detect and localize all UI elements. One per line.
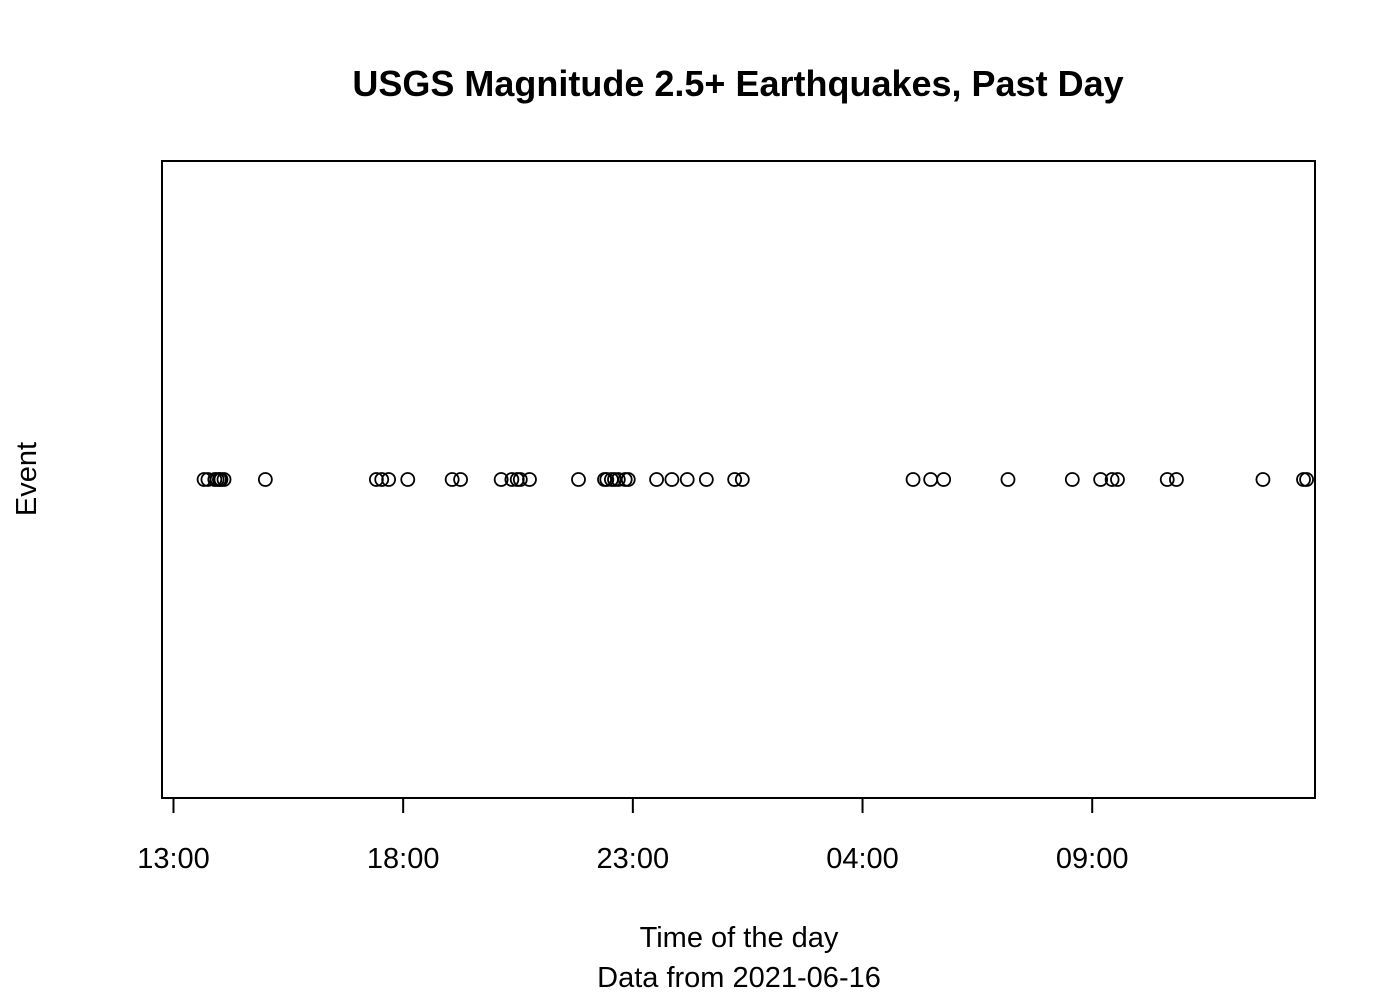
event-point: [257, 472, 273, 487]
x-tick-label: 13:00: [137, 843, 210, 875]
x-tick-label: 23:00: [597, 843, 670, 875]
x-tick-label: 09:00: [1056, 843, 1129, 875]
event-point: [374, 472, 390, 487]
event-point: [727, 472, 743, 487]
event-point: [1255, 472, 1271, 487]
event-points: [196, 472, 1314, 487]
event-point: [453, 472, 468, 487]
event-point: [1104, 472, 1120, 487]
x-axis: 13:00 18:00 23:00 04:00 09:00: [137, 797, 1129, 875]
event-point: [1000, 472, 1016, 487]
event-point: [1093, 472, 1109, 487]
x-tick-label: 04:00: [826, 843, 899, 875]
event-point: [512, 472, 528, 487]
event-point: [571, 472, 586, 487]
event-point: [649, 472, 664, 487]
event-point: [1296, 472, 1311, 487]
y-axis-label: Event: [11, 442, 43, 516]
chart-subtitle: Data from 2021-06-16: [597, 962, 881, 994]
event-point: [1064, 472, 1080, 487]
event-point: [679, 472, 695, 487]
event-point: [381, 472, 397, 487]
event-point: [493, 472, 509, 487]
event-point: [400, 472, 416, 487]
event-point: [522, 472, 537, 487]
event-point: [664, 472, 680, 487]
event-point: [905, 472, 921, 487]
event-point: [936, 472, 952, 487]
x-axis-label: Time of the day: [640, 922, 839, 954]
event-point: [216, 472, 232, 487]
plot-frame: [161, 160, 1316, 799]
event-point: [610, 472, 626, 487]
event-point: [1159, 472, 1175, 487]
event-point: [444, 472, 460, 487]
event-point: [734, 472, 750, 487]
event-point: [698, 472, 714, 487]
x-tick-label: 18:00: [367, 843, 440, 875]
event-point: [1110, 472, 1125, 487]
event-point: [620, 472, 636, 487]
event-point: [1299, 472, 1314, 487]
chart-title: USGS Magnitude 2.5+ Earthquakes, Past Da…: [352, 63, 1123, 104]
event-point: [923, 472, 939, 487]
event-point: [1169, 472, 1184, 487]
event-point: [599, 472, 615, 487]
event-point: [504, 472, 520, 487]
